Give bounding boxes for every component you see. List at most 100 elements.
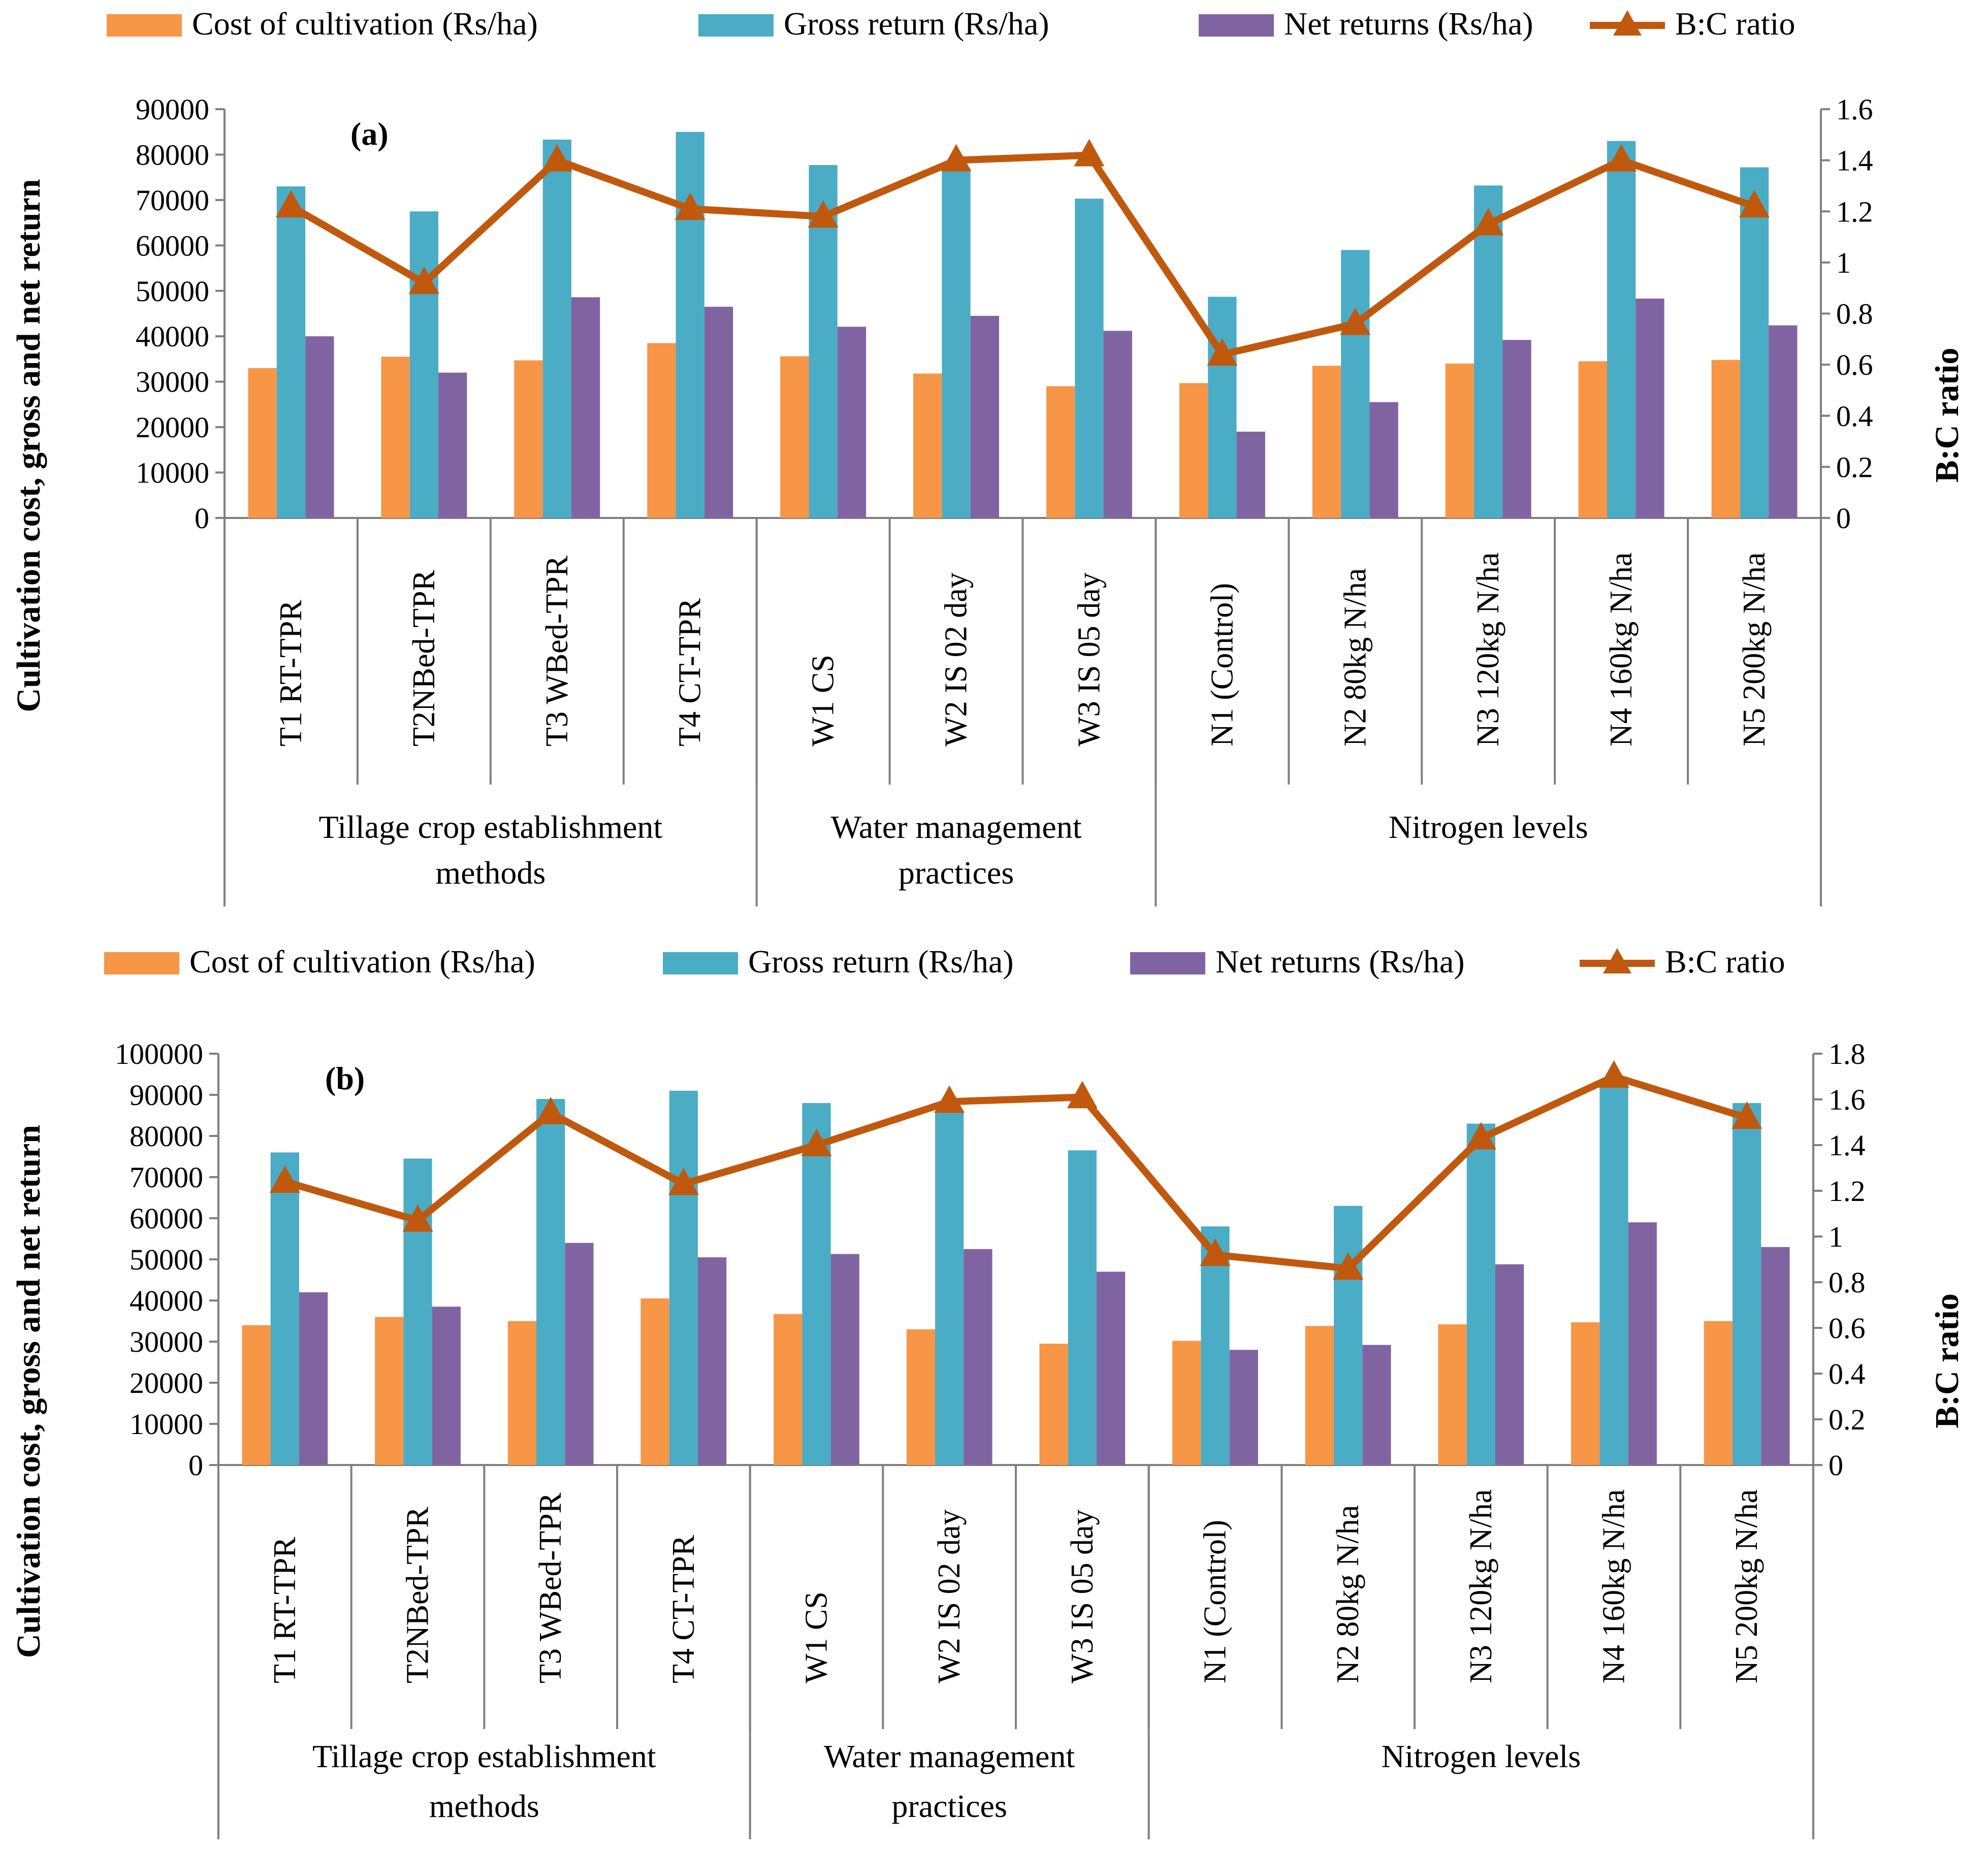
- category-label: N2 80kg N/ha: [1331, 1505, 1365, 1683]
- y-tick-label: 30000: [136, 366, 209, 399]
- cost-bar: [1704, 1321, 1733, 1465]
- y2-tick-label: 0.6: [1829, 1312, 1866, 1345]
- category-label: T1 RT-TPR: [274, 600, 308, 746]
- y2-tick-label: 1: [1829, 1220, 1843, 1253]
- y-tick-label: 90000: [130, 1079, 203, 1112]
- category-label: N4 160kg N/ha: [1597, 1489, 1631, 1683]
- cost-bar: [381, 356, 410, 518]
- y-tick-label: 0: [195, 502, 209, 535]
- gross-bar: [1740, 167, 1769, 518]
- cost-bar: [1305, 1326, 1334, 1465]
- bc-ratio-marker: [1207, 338, 1238, 366]
- bc-ratio-marker: [675, 192, 706, 220]
- category-label: W1 CS: [799, 1591, 834, 1683]
- y-tick-label: 50000: [130, 1243, 203, 1276]
- group-label: Tillage crop establishment methods: [312, 1738, 656, 1824]
- net-bar: [837, 327, 867, 518]
- gross-bar: [802, 1103, 831, 1465]
- gross-bar: [669, 1090, 698, 1465]
- bc-ratio-marker: [1598, 1060, 1629, 1088]
- bc-ratio-marker: [541, 144, 572, 172]
- y-tick-label: 10000: [130, 1408, 203, 1441]
- group-label: Water management practices: [824, 1738, 1075, 1824]
- category-label: N5 200kg N/ha: [1737, 552, 1772, 746]
- net-bar: [1362, 1345, 1391, 1465]
- cost-bar: [1571, 1322, 1600, 1465]
- category-label: W2 IS 02 day: [939, 572, 974, 746]
- category-label: T1 RT-TPR: [268, 1537, 302, 1683]
- y-tick-label: 70000: [130, 1161, 203, 1194]
- gross-bar: [1208, 297, 1237, 518]
- net-bar: [1502, 340, 1531, 518]
- legend-swatch: [698, 14, 774, 37]
- gross-bar: [542, 139, 571, 518]
- y-tick-label: 80000: [136, 138, 209, 171]
- bc-ratio-marker: [801, 1129, 832, 1156]
- y2-tick-label: 0: [1836, 502, 1851, 535]
- legend-label: B:C ratio: [1665, 944, 1785, 980]
- bc-ratio-marker: [1333, 1252, 1364, 1280]
- gross-bar: [676, 132, 704, 518]
- y2-tick-label: 0.8: [1836, 298, 1873, 331]
- bc-ratio-marker: [1606, 144, 1637, 172]
- net-bar: [1628, 1222, 1657, 1465]
- cost-bar: [1578, 361, 1607, 518]
- bc-ratio-marker: [1465, 1122, 1496, 1150]
- net-bar: [1236, 432, 1265, 518]
- legend: Cost of cultivation (Rs/ha) Gross return …: [107, 6, 1795, 42]
- category-label: N4 160kg N/ha: [1604, 552, 1639, 746]
- category-label: T4 CT-TPR: [673, 598, 708, 746]
- cost-bar: [1172, 1341, 1201, 1465]
- bc-ratio-marker: [1732, 1101, 1762, 1129]
- y2-tick-label: 1.2: [1829, 1175, 1866, 1208]
- group-label: Tillage crop establishment methods: [319, 809, 663, 891]
- cost-bar: [1711, 360, 1740, 518]
- y-tick-label: 100000: [115, 1037, 203, 1070]
- category-label: T3 WBed-TPR: [540, 555, 574, 746]
- y2-tick-label: 1.4: [1836, 144, 1873, 177]
- category-label: N5 200kg N/ha: [1729, 1489, 1764, 1683]
- bc-ratio-marker: [668, 1167, 699, 1195]
- legend-label: Cost of cultivation (Rs/ha): [192, 6, 538, 42]
- bc-ratio-line: [283, 1073, 1748, 1272]
- bc-ratio-marker: [408, 267, 439, 295]
- category-label: T3 WBed-TPR: [533, 1492, 568, 1683]
- cost-bar: [913, 373, 942, 518]
- cost-bar: [780, 356, 809, 518]
- bc-ratio-marker: [1473, 208, 1504, 236]
- legend-swatch: [1199, 14, 1274, 37]
- y-tick-label: 80000: [130, 1120, 203, 1153]
- y-tick-label: 10000: [136, 457, 209, 490]
- y2-tick-label: 0.6: [1836, 348, 1873, 381]
- net-bar: [1103, 331, 1132, 518]
- category-label: N1 (Control): [1198, 1520, 1233, 1683]
- legend-label: Gross return (Rs/ha): [748, 944, 1014, 980]
- y-tick-label: 60000: [130, 1202, 203, 1235]
- y2-tick-label: 1.6: [1829, 1083, 1866, 1116]
- bc-ratio-marker: [275, 190, 306, 218]
- bc-ratio-marker: [1739, 190, 1770, 218]
- category-label: N3 120kg N/ha: [1471, 552, 1505, 746]
- bc-ratio-marker: [535, 1097, 566, 1124]
- cost-bar: [514, 360, 543, 518]
- y-tick-label: 60000: [136, 229, 209, 262]
- legend-swatch: [1130, 952, 1205, 974]
- gross-bar: [1068, 1150, 1097, 1465]
- category-label: T2NBed-TPR: [407, 569, 441, 746]
- y2-axis-title: B:C ratio: [1929, 348, 1966, 483]
- gross-bar: [1201, 1226, 1230, 1465]
- y-axis-title: Cultivation cost, gross and net return: [10, 1125, 47, 1658]
- y-tick-label: 30000: [130, 1325, 203, 1358]
- gross-bar: [276, 186, 306, 518]
- net-bar: [305, 336, 334, 518]
- net-bar: [970, 315, 1000, 518]
- y-axis-title: Cultivation cost, gross and net return: [10, 179, 47, 712]
- net-bar: [1761, 1247, 1790, 1465]
- category-label: T2NBed-TPR: [401, 1506, 435, 1683]
- group-label: Nitrogen levels: [1389, 809, 1588, 845]
- net-bar: [432, 1307, 461, 1465]
- bc-ratio-marker: [1074, 139, 1105, 167]
- bc-ratio-marker: [1067, 1081, 1098, 1109]
- y-tick-label: 20000: [130, 1367, 203, 1400]
- category-label: T4 CT-TPR: [666, 1535, 701, 1683]
